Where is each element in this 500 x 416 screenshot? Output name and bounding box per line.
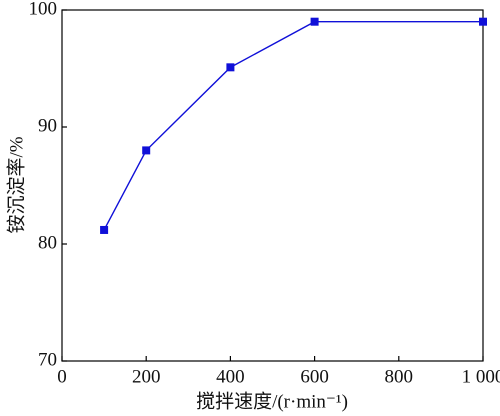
y-axis-label: 铵沉淀率/%	[5, 136, 27, 233]
x-tick-label: 200	[132, 366, 161, 387]
data-line	[103, 21, 483, 231]
data-point	[479, 17, 487, 26]
y-tick-label: 70	[38, 349, 57, 370]
data-point	[226, 63, 235, 72]
y-tick-label: 80	[38, 232, 57, 253]
data-point	[100, 225, 109, 234]
y-tick-label: 100	[29, 0, 58, 19]
data-point	[142, 146, 151, 155]
x-tick-label: 0	[57, 366, 67, 387]
x-tick-label: 1 000	[462, 366, 500, 387]
x-tick-label: 400	[216, 366, 245, 387]
x-tick-label: 600	[300, 366, 329, 387]
y-tick-label: 90	[38, 115, 57, 136]
x-axis-label: 搅拌速度/(r·min⁻¹)	[196, 390, 348, 412]
data-point	[310, 17, 319, 26]
x-tick-label: 800	[385, 366, 414, 387]
plot-frame	[61, 9, 484, 362]
